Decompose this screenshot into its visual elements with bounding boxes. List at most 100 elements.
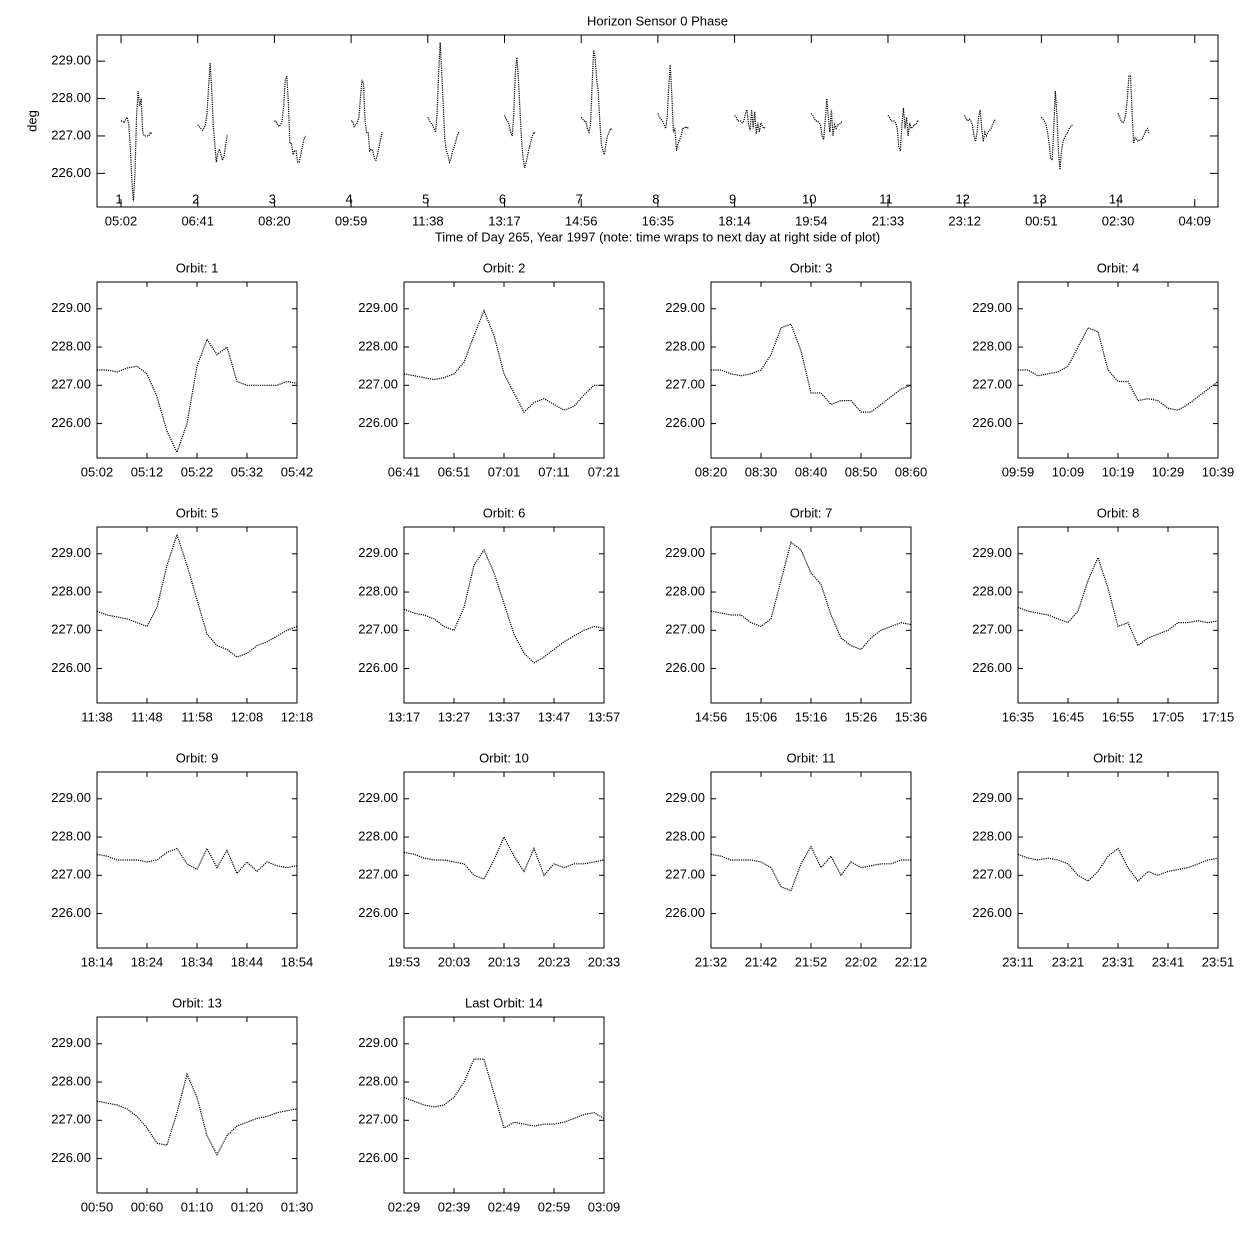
- y-tick-label: 227.00: [972, 622, 1012, 637]
- x-tick-label: 13:57: [588, 709, 621, 724]
- x-tick-label: 12:08: [231, 709, 264, 724]
- y-tick-label: 229.00: [51, 790, 91, 805]
- y-tick-label: 228.00: [51, 828, 91, 843]
- y-tick-label: 229.00: [972, 300, 1012, 315]
- data-line: [1017, 847, 1219, 882]
- chart-title: Orbit: 9: [176, 750, 219, 765]
- y-tick-label: 229.00: [665, 545, 705, 560]
- x-tick-label: 06:51: [438, 464, 471, 479]
- data-line: [403, 835, 605, 880]
- y-tick-label: 228.00: [972, 583, 1012, 598]
- y-tick-label: 227.00: [51, 622, 91, 637]
- x-tick-label: 02:49: [488, 1199, 521, 1214]
- plot-frame: [710, 281, 912, 459]
- y-tick-label: 229.00: [972, 790, 1012, 805]
- x-tick-label: 11:38: [81, 709, 113, 724]
- y-tick-label: 228.00: [665, 338, 705, 353]
- y-tick-label: 227.00: [972, 377, 1012, 392]
- x-tick-label: 13:17: [388, 709, 421, 724]
- x-tick-label: 23:11: [1002, 954, 1034, 969]
- y-tick-label: 227.00: [972, 867, 1012, 882]
- x-tick-label: 19:53: [388, 954, 421, 969]
- orbit-label: 10: [802, 191, 816, 206]
- plot-frame: [710, 526, 912, 704]
- data-line: [710, 541, 912, 651]
- orbit-label: 3: [269, 191, 276, 206]
- y-tick-label: 227.00: [358, 622, 398, 637]
- x-tick-label: 23:21: [1052, 954, 1085, 969]
- y-tick-label: 229.00: [51, 1035, 91, 1050]
- y-tick-label: 228.00: [972, 338, 1012, 353]
- x-tick-label: 05:12: [131, 464, 164, 479]
- data-line: [810, 98, 843, 140]
- x-tick-label: 08:30: [745, 464, 778, 479]
- y-tick-label: 228.00: [358, 583, 398, 598]
- x-tick-label: 15:26: [845, 709, 878, 724]
- orbit-label: 12: [955, 191, 969, 206]
- x-tick-label: 15:36: [895, 709, 928, 724]
- y-tick-label: 226.00: [51, 165, 91, 180]
- plot-frame: [403, 1016, 605, 1194]
- orbit-label: 2: [192, 191, 199, 206]
- x-tick-label: 21:42: [745, 954, 778, 969]
- x-tick-label: 02:59: [538, 1199, 571, 1214]
- x-tick-label: 00:60: [131, 1199, 164, 1214]
- orbit-label: 1: [115, 191, 122, 206]
- x-tick-label: 13:47: [538, 709, 571, 724]
- y-tick-label: 227.00: [51, 1112, 91, 1127]
- plot-frame: [1017, 771, 1219, 949]
- data-line: [1018, 327, 1219, 411]
- data-line: [710, 845, 911, 892]
- orbit-label: 14: [1109, 191, 1123, 206]
- data-line: [403, 1058, 605, 1129]
- x-tick-label: 05:42: [281, 464, 314, 479]
- chart-title: Orbit: 8: [1097, 505, 1140, 520]
- x-tick-label: 06:41: [181, 213, 214, 228]
- y-tick-label: 227.00: [665, 377, 705, 392]
- x-tick-label: 14:56: [695, 709, 728, 724]
- x-tick-label: 09:59: [1002, 464, 1035, 479]
- y-tick-label: 227.00: [665, 867, 705, 882]
- plot-frame: [403, 526, 605, 704]
- x-tick-label: 11:58: [181, 709, 213, 724]
- chart-title: Orbit: 3: [790, 260, 833, 275]
- x-tick-label: 18:24: [131, 954, 164, 969]
- x-tick-label: 02:29: [388, 1199, 421, 1214]
- data-line: [97, 338, 298, 454]
- x-tick-label: 05:22: [181, 464, 214, 479]
- y-tick-label: 226.00: [51, 1150, 91, 1165]
- y-tick-label: 226.00: [51, 415, 91, 430]
- y-tick-label: 226.00: [665, 660, 705, 675]
- x-tick-label: 05:02: [105, 213, 138, 228]
- y-tick-label: 228.00: [665, 583, 705, 598]
- y-tick-label: 228.00: [51, 583, 91, 598]
- x-tick-label: 01:20: [231, 1199, 264, 1214]
- orbit-label: 9: [729, 191, 736, 206]
- y-tick-label: 228.00: [972, 828, 1012, 843]
- chart-title: Orbit: 11: [787, 750, 836, 765]
- y-tick-label: 229.00: [51, 545, 91, 560]
- plot-frame: [1017, 281, 1219, 459]
- x-tick-label: 16:35: [1002, 709, 1035, 724]
- data-line: [734, 109, 767, 135]
- x-tick-label: 08:40: [795, 464, 828, 479]
- data-line: [96, 1072, 298, 1157]
- y-tick-label: 229.00: [51, 53, 91, 68]
- y-tick-label: 228.00: [358, 338, 398, 353]
- data-line: [657, 64, 690, 152]
- orbit-label: 5: [422, 191, 429, 206]
- x-tick-label: 21:52: [795, 954, 828, 969]
- x-tick-label: 13:27: [438, 709, 471, 724]
- x-tick-label: 10:39: [1202, 464, 1235, 479]
- x-tick-label: 00:51: [1025, 213, 1058, 228]
- chart-title: Orbit: 4: [1097, 260, 1140, 275]
- y-axis-label: deg: [24, 110, 39, 132]
- plot-frame: [96, 1016, 298, 1194]
- chart-title: Orbit: 6: [483, 505, 526, 520]
- x-axis-label: Time of Day 265, Year 1997 (note: time w…: [435, 229, 880, 244]
- y-tick-label: 228.00: [51, 90, 91, 105]
- x-tick-label: 20:03: [438, 954, 471, 969]
- x-tick-label: 18:14: [81, 954, 114, 969]
